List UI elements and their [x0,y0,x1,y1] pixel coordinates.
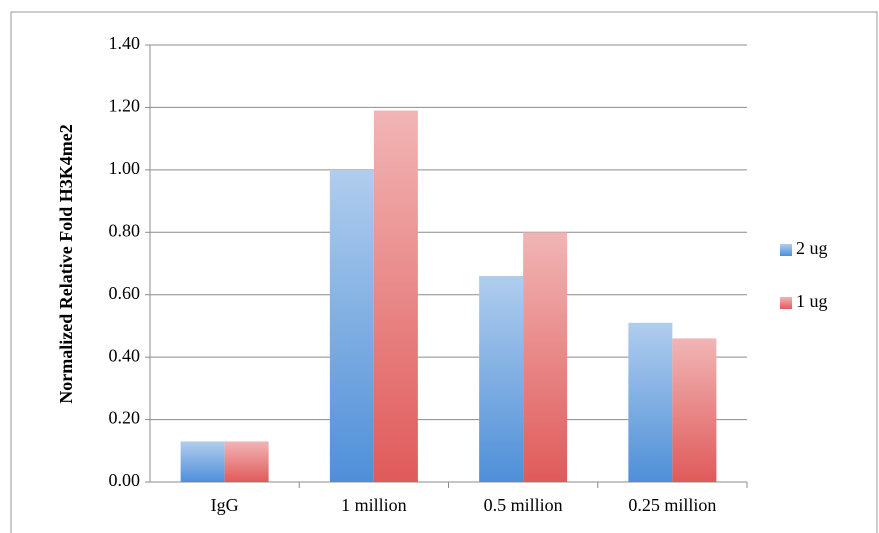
bar [373,110,418,483]
bar [224,441,269,482]
bar [329,169,374,482]
x-tick-label: IgG [211,495,239,515]
legend-swatch [780,297,792,309]
chart-frame [10,11,878,533]
x-tick-label: 0.5 million [484,495,563,515]
y-tick-label: 1.00 [109,158,141,178]
y-axis-label: Normalized Relative Fold H3K4me2 [56,124,76,403]
y-tick-label: 0.60 [109,283,141,303]
x-tick-label: 0.25 million [628,495,716,515]
legend-swatch [780,244,792,256]
y-tick-label: 0.80 [109,220,141,240]
bar [523,232,568,482]
legend-label: 2 ug [796,238,828,258]
bar [628,322,673,482]
x-tick-label: 1 million [341,495,407,515]
y-tick-label: 0.00 [109,470,141,490]
y-tick-label: 1.20 [109,96,141,116]
bar [672,338,717,482]
bar [180,441,225,482]
y-tick-label: 1.40 [109,33,141,53]
y-tick-label: 0.20 [109,408,141,428]
bar [479,275,524,482]
legend-label: 1 ug [796,291,828,311]
y-tick-label: 0.40 [109,345,141,365]
